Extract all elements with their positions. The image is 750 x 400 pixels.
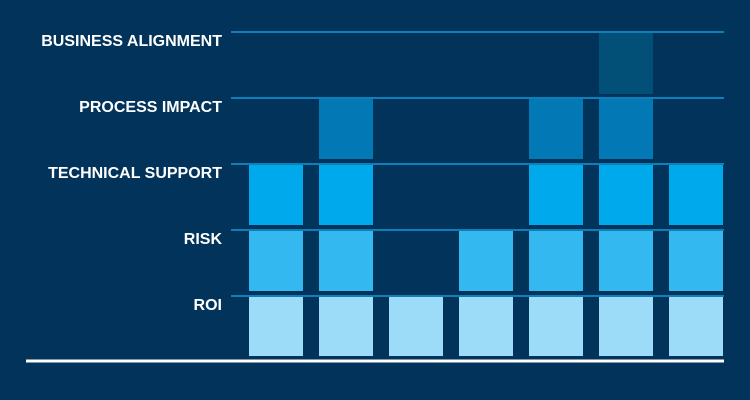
row-label-process-impact: PROCESS IMPACT: [79, 99, 222, 116]
block-col-6-level-2: [599, 230, 653, 291]
block-col-2-level-3: [319, 164, 373, 225]
block-col-4-level-1: [459, 296, 513, 356]
block-col-1-level-3: [249, 164, 303, 225]
chart-blocks: [249, 32, 723, 356]
block-col-5-level-1: [529, 296, 583, 356]
block-col-2-level-1: [319, 296, 373, 356]
block-col-5-level-4: [529, 98, 583, 159]
block-col-4-level-2: [459, 230, 513, 291]
chart-gridlines: [231, 31, 724, 297]
block-col-1-level-2: [249, 230, 303, 291]
row-label-roi: ROI: [194, 297, 222, 314]
block-col-6-level-3: [599, 164, 653, 225]
row-label-risk: RISK: [184, 231, 223, 248]
row-labels: BUSINESS ALIGNMENT PROCESS IMPACT TECHNICA…: [41, 33, 222, 314]
block-col-7-level-2: [669, 230, 723, 291]
row-label-business-alignment: BUSINESS ALIGNMENT: [41, 33, 222, 50]
block-col-7-level-1: [669, 296, 723, 356]
block-col-6-level-4: [599, 98, 653, 159]
row-label-technical-support: TECHNICAL SUPPORT: [48, 165, 222, 182]
block-col-5-level-2: [529, 230, 583, 291]
block-col-6-level-1: [599, 296, 653, 356]
block-col-5-level-3: [529, 164, 583, 225]
block-col-3-level-1: [389, 296, 443, 356]
block-col-1-level-1: [249, 296, 303, 356]
block-col-7-level-3: [669, 164, 723, 225]
block-col-2-level-2: [319, 230, 373, 291]
block-col-2-level-4: [319, 98, 373, 159]
block-col-6-level-5: [599, 32, 653, 94]
